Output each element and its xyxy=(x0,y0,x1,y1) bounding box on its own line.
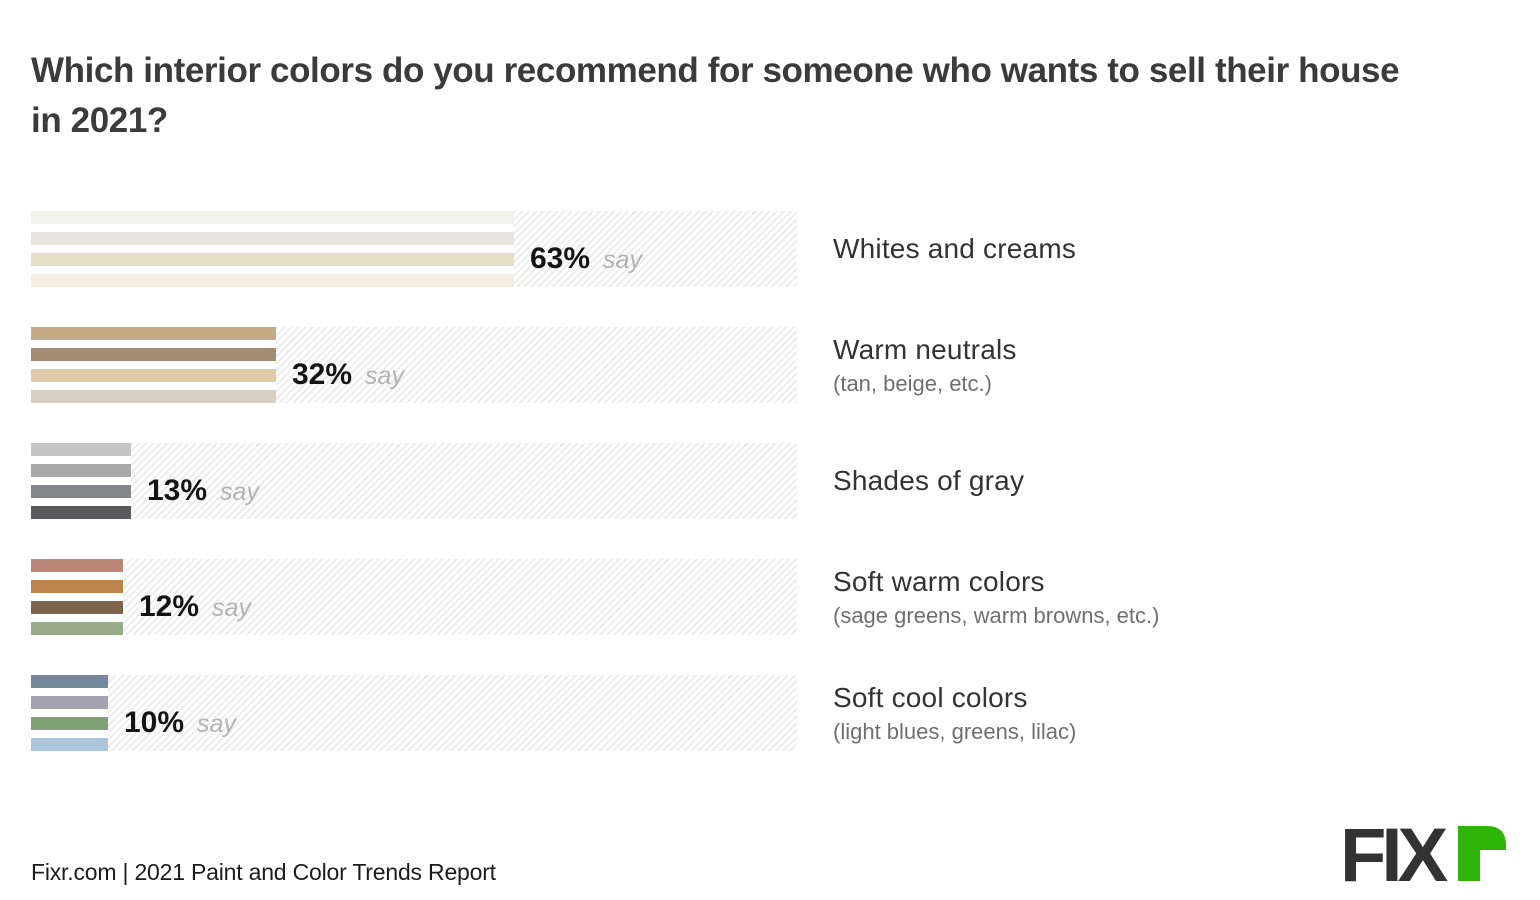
bar-stripe xyxy=(31,443,131,456)
bar-stripe xyxy=(31,580,123,593)
bar-stripe xyxy=(31,211,514,224)
bar-track: 12% say xyxy=(31,559,797,635)
bar-value-suffix: say xyxy=(603,246,642,274)
bar-group: 13% say Shades of gray xyxy=(31,443,1511,519)
bar-group: 10% say Soft cool colors (light blues, gree… xyxy=(31,675,1511,751)
bar-stripe xyxy=(31,485,131,498)
bar-stripe xyxy=(31,464,131,477)
bar-stripe xyxy=(31,696,108,709)
bar-value-suffix: say xyxy=(220,478,259,506)
source-caption: Fixr.com | 2021 Paint and Color Trends R… xyxy=(31,859,496,885)
category-label: Soft warm colors xyxy=(833,565,1045,597)
bar-stripe xyxy=(31,327,276,340)
category-label: Shades of gray xyxy=(833,465,1025,496)
bar-stripe xyxy=(31,601,123,614)
bar-group: 63% say Whites and creams xyxy=(31,211,1511,287)
bar-stripe xyxy=(31,675,108,688)
bar-remainder-hatch xyxy=(514,211,797,287)
fixr-logo-text-dark: FIX xyxy=(1340,822,1449,888)
category-sublabel: (sage greens, warm browns, etc.) xyxy=(833,602,1160,628)
bar-remainder-hatch xyxy=(108,675,797,751)
bar-value-suffix: say xyxy=(197,710,236,738)
category-label: Soft cool colors xyxy=(833,681,1028,713)
bar-stripe xyxy=(31,369,276,382)
fixr-logo-green-r-glyph xyxy=(1458,826,1506,881)
bar-value-label: 63% xyxy=(530,242,591,275)
bar-value: 13% say xyxy=(147,474,259,508)
bar-value: 63% say xyxy=(530,242,642,276)
bar-track: 63% say xyxy=(31,211,797,287)
bar-value-label: 12% xyxy=(139,590,200,623)
bar-track: 32% say xyxy=(31,327,797,403)
bar-stripe xyxy=(31,253,514,266)
category-label: Whites and creams xyxy=(833,233,1077,264)
bar-value-suffix: say xyxy=(212,594,251,622)
bar-stripe xyxy=(31,390,276,403)
bar-group: 32% say Warm neutrals (tan, beige, etc.) xyxy=(31,327,1511,403)
category-label-block: Whites and creams xyxy=(833,211,1473,287)
bar-stripe xyxy=(31,559,123,572)
bar-track: 10% say xyxy=(31,675,797,751)
bar-remainder-hatch xyxy=(123,559,797,635)
bar-stripe xyxy=(31,232,514,245)
bar-value-suffix: say xyxy=(365,362,404,390)
category-label-block: Soft warm colors (sage greens, warm brown… xyxy=(833,559,1473,635)
fixr-logo-graphic: FIX xyxy=(1340,813,1506,898)
bar-value: 32% say xyxy=(292,358,404,392)
category-sublabel: (light blues, greens, lilac) xyxy=(833,718,1077,744)
bar-remainder-hatch xyxy=(276,327,797,403)
bar-stripe xyxy=(31,348,276,361)
category-label: Warm neutrals xyxy=(833,333,1017,365)
category-label-block: Shades of gray xyxy=(833,443,1473,519)
chart-title: Which interior colors do you recommend f… xyxy=(31,51,1400,141)
bar-value: 10% say xyxy=(124,706,236,740)
bar-remainder-hatch xyxy=(131,443,797,519)
fixr-logo: FIX xyxy=(1340,813,1512,898)
bar-stripe xyxy=(31,717,108,730)
bar-stripe xyxy=(31,274,514,287)
category-label-block: Soft cool colors (light blues, greens, li… xyxy=(833,675,1473,751)
bar-value-label: 10% xyxy=(124,706,185,739)
bar-stripe xyxy=(31,738,108,751)
bar-group: 12% say Soft warm colors (sage greens, warm… xyxy=(31,559,1511,635)
bar-value-label: 13% xyxy=(147,474,208,507)
bar-value: 12% say xyxy=(139,590,251,624)
bar-stripe xyxy=(31,622,123,635)
bar-stripe xyxy=(31,506,131,519)
bar-value-label: 32% xyxy=(292,358,353,391)
category-label-block: Warm neutrals (tan, beige, etc.) xyxy=(833,327,1473,403)
category-sublabel: (tan, beige, etc.) xyxy=(833,370,992,396)
bar-track: 13% say xyxy=(31,443,797,519)
